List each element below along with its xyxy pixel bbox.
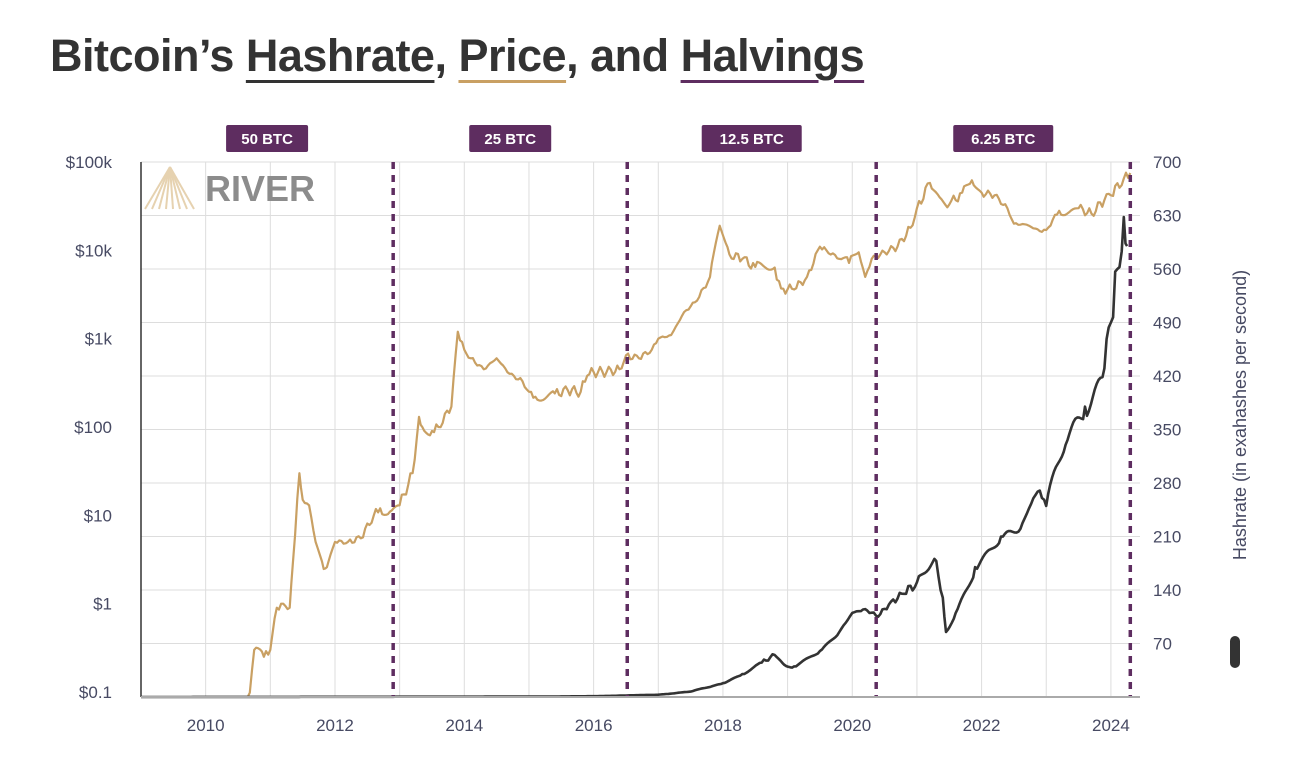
left-tick-label: $1k (85, 330, 113, 349)
x-tick-label: 2018 (704, 716, 742, 735)
x-tick-label: 2024 (1092, 716, 1130, 735)
left-tick-label: $10 (84, 506, 112, 525)
title-hashrate: Hashrate (245, 30, 435, 81)
halving-label-box (226, 125, 309, 152)
right-axis-label: Hashrate (in exahashes per second) (1230, 270, 1250, 560)
halving-label: 6.25 BTC (971, 131, 1035, 148)
left-tick-label: $1 (93, 595, 112, 614)
right-tick-label: 420 (1153, 367, 1181, 386)
river-logo-icon (144, 166, 195, 210)
left-tick-label: $10k (75, 241, 112, 260)
hashrate-line (141, 215, 1129, 699)
title-sep: , (434, 30, 459, 81)
halving-label: 12.5 BTC (720, 131, 784, 148)
halving-label: 25 BTC (484, 131, 536, 148)
right-tick-label: 70 (1153, 635, 1172, 654)
x-tick-label: 2012 (316, 716, 354, 735)
title-halvings: Halvings (680, 30, 865, 81)
chart-title: Bitcoin’s Hashrate, Price, and Halvings (50, 30, 865, 82)
right-tick-label: 490 (1153, 314, 1181, 333)
title-prefix: Bitcoin’s (50, 30, 246, 81)
halving-label: 50 BTC (241, 131, 293, 148)
right-tick-label: 560 (1153, 260, 1181, 279)
title-price: Price (458, 30, 567, 81)
left-tick-label: $100 (74, 418, 112, 437)
river-logo-text: RIVER (205, 168, 315, 209)
title-sep: , and (566, 30, 681, 81)
halvings: 50 BTC 25 BTC 12.5 BTC 6.25 BTC (226, 125, 1133, 697)
x-tick-label: 2016 (575, 716, 613, 735)
price-line (246, 171, 1132, 698)
halving-label-box (469, 125, 552, 152)
left-tick-label: $0.1 (79, 683, 112, 702)
x-tick-label: 2014 (445, 716, 483, 735)
halving-label-box (953, 125, 1054, 152)
halving-label-box (701, 125, 802, 152)
river-logo: RIVER (144, 166, 315, 210)
x-tick-label: 2020 (833, 716, 871, 735)
right-tick-label: 700 (1153, 153, 1181, 172)
right-tick-label: 350 (1153, 421, 1181, 440)
right-tick-label: 280 (1153, 474, 1181, 493)
x-tick-label: 2022 (963, 716, 1001, 735)
left-tick-label: $100k (66, 153, 113, 172)
right-tick-label: 630 (1153, 207, 1181, 226)
hashrate-legend-swatch (1230, 636, 1240, 668)
right-tick-label: 210 (1153, 528, 1181, 547)
axes: 2010 2012 2014 2016 2018 2020 2022 2024 $100k $10… (66, 153, 1182, 735)
right-tick-label: 140 (1153, 581, 1181, 600)
grid (141, 161, 1140, 698)
x-tick-label: 2010 (187, 716, 225, 735)
